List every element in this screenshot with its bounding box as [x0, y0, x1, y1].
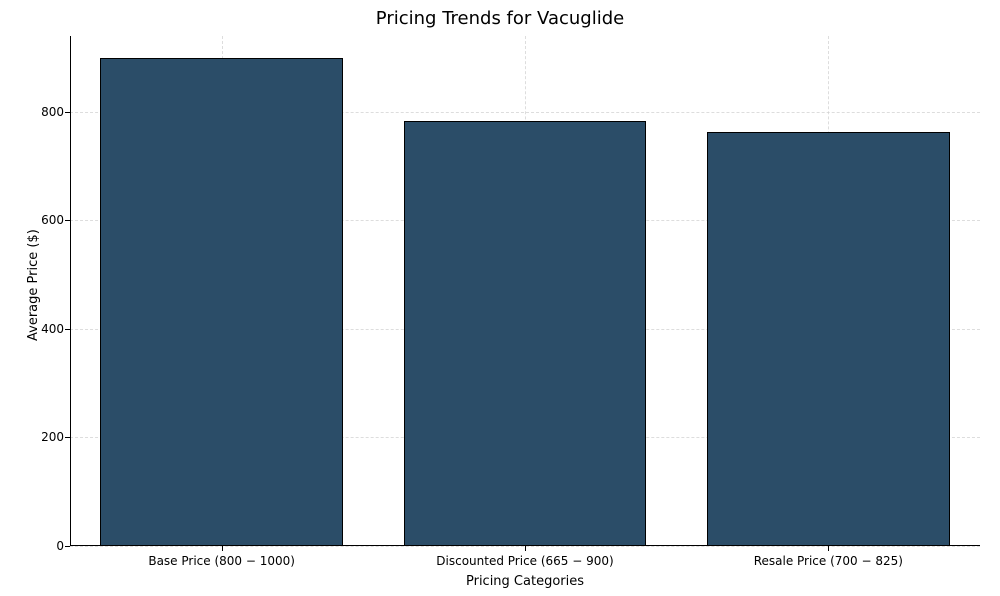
bar: [404, 121, 647, 546]
bar: [707, 132, 950, 546]
xtick-label: Base Price (800 − 1000): [148, 554, 295, 568]
xtick-mark: [525, 546, 526, 551]
ytick-label: 200: [24, 431, 64, 443]
xtick-label: Resale Price (700 − 825): [754, 554, 903, 568]
ytick-mark: [65, 546, 70, 547]
xtick-mark: [828, 546, 829, 551]
x-axis-spine: [70, 545, 980, 546]
xtick-label: Discounted Price (665 − 900): [436, 554, 613, 568]
bar: [100, 58, 343, 546]
y-axis-label: Average Price ($): [26, 229, 41, 341]
ytick-label: 0: [24, 540, 64, 552]
plot-area: 0200400600800Base Price (800 − 1000)Disc…: [70, 36, 980, 546]
ytick-label: 800: [24, 106, 64, 118]
ytick-label: 600: [24, 214, 64, 226]
chart-title: Pricing Trends for Vacuglide: [0, 8, 1000, 29]
x-axis-label: Pricing Categories: [70, 574, 980, 589]
xtick-mark: [222, 546, 223, 551]
pricing-bar-chart: Pricing Trends for Vacuglide 02004006008…: [0, 0, 1000, 596]
y-axis-spine: [70, 36, 71, 546]
